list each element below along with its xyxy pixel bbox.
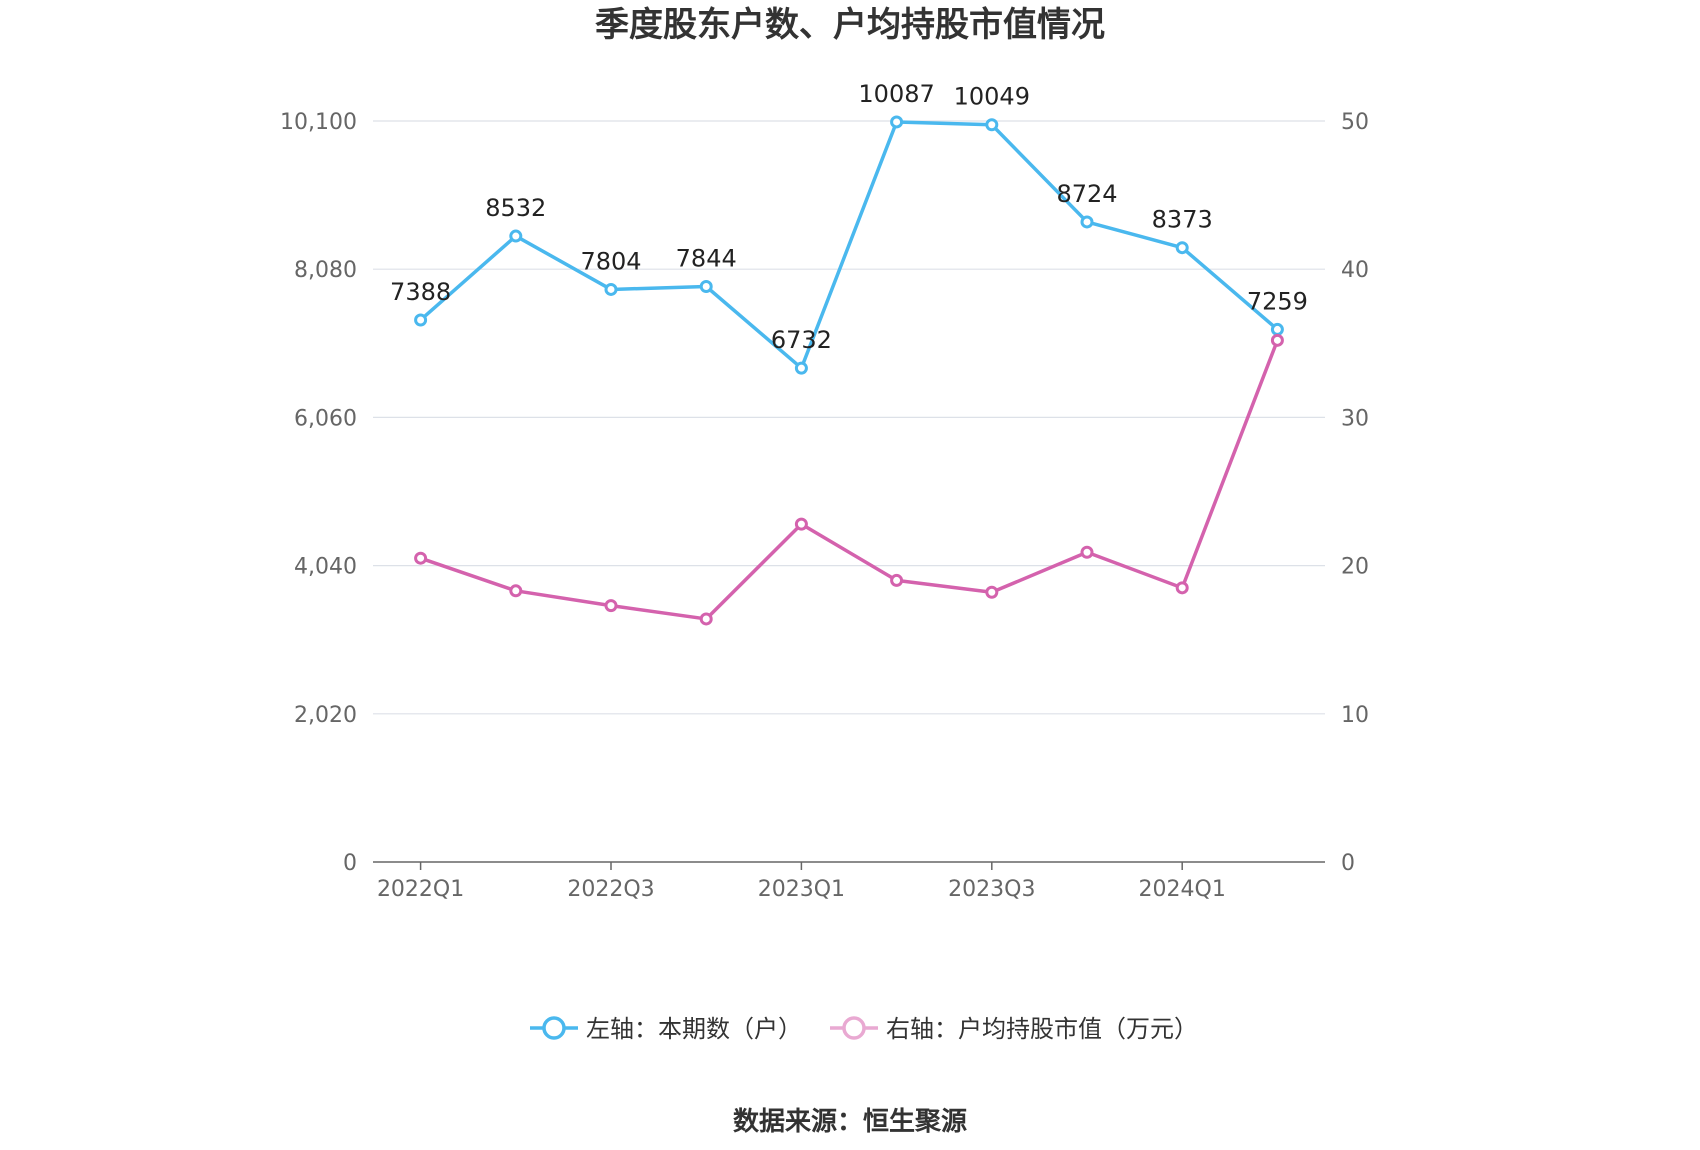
x-axis: 2022Q1 2022Q3 2023Q1 2023Q3 2024Q1 [373, 861, 1325, 902]
x-tick-label: 2023Q3 [948, 877, 1035, 902]
series-point-1[interactable] [414, 551, 428, 565]
series-point-1[interactable] [604, 599, 618, 613]
right-tick-label: 30 [1341, 406, 1369, 431]
legend-item-0[interactable]: 左轴：本期数（户） [530, 1015, 802, 1043]
left-tick-label: 10,100 [280, 110, 357, 135]
data-label: 7259 [1247, 287, 1308, 315]
series-point-1[interactable] [890, 573, 904, 587]
legend-marker [842, 1016, 866, 1040]
data-label: 7388 [390, 278, 451, 306]
right-axis: 0 10 20 30 40 50 [1341, 110, 1369, 876]
x-tick-label: 2023Q1 [758, 877, 845, 902]
data-label: 6732 [771, 326, 832, 354]
series-point-0[interactable] [699, 280, 713, 294]
legend-marker [542, 1016, 566, 1040]
series-point-1[interactable] [699, 612, 713, 626]
right-tick-label: 0 [1341, 851, 1355, 876]
series-point-1[interactable] [509, 584, 523, 598]
chart-title: 季度股东户数、户均持股市值情况 [595, 5, 1105, 45]
left-tick-label: 8,080 [294, 258, 357, 283]
series-point-1[interactable] [1270, 333, 1284, 347]
left-tick-label: 4,040 [294, 555, 357, 580]
series-point-0[interactable] [604, 282, 618, 296]
left-tick-label: 2,020 [294, 703, 357, 728]
legend-item-1[interactable]: 右轴：户均持股市值（万元） [830, 1015, 1198, 1043]
series-point-0[interactable] [1270, 322, 1284, 336]
legend-label: 左轴：本期数（户） [586, 1015, 802, 1043]
series-point-1[interactable] [985, 585, 999, 599]
series-point-0[interactable] [414, 313, 428, 327]
series-point-1[interactable] [1175, 581, 1189, 595]
data-label: 7844 [676, 245, 737, 273]
x-tick-label: 2022Q1 [377, 877, 464, 902]
right-tick-label: 20 [1341, 555, 1369, 580]
data-label: 10049 [954, 83, 1030, 111]
source-note: 数据来源：恒生聚源 [733, 1107, 967, 1137]
right-tick-label: 50 [1341, 110, 1369, 135]
data-label: 8724 [1056, 180, 1117, 208]
left-axis: 0 2,020 4,040 6,060 8,080 10,100 [280, 110, 357, 876]
series-layer: 7388 8532 7804 7844 6732 10087 10049 8724 8373 72… [390, 80, 1308, 626]
series-line-1 [420, 339, 1280, 621]
left-tick-label: 0 [343, 851, 357, 876]
series-point-0[interactable] [890, 115, 904, 129]
series-point-0[interactable] [1175, 241, 1189, 255]
right-tick-label: 10 [1341, 703, 1369, 728]
legend-label: 右轴：户均持股市值（万元） [886, 1015, 1198, 1043]
series-point-0[interactable] [985, 118, 999, 132]
data-label: 10087 [858, 80, 934, 108]
series-point-0[interactable] [509, 229, 523, 243]
data-label: 8373 [1152, 206, 1213, 234]
series-point-1[interactable] [1080, 545, 1094, 559]
series-point-1[interactable] [794, 517, 808, 531]
series-point-0[interactable] [1080, 215, 1094, 229]
series-point-0[interactable] [794, 361, 808, 375]
left-tick-label: 6,060 [294, 406, 357, 431]
x-tick-label: 2022Q3 [567, 877, 654, 902]
series-line-0 [419, 120, 1279, 370]
grid [373, 120, 1325, 715]
data-label: 8532 [485, 194, 546, 222]
legend[interactable]: 左轴：本期数（户） 右轴：户均持股市值（万元） [530, 1015, 1198, 1043]
data-label: 7804 [580, 247, 641, 275]
right-tick-label: 40 [1341, 258, 1369, 283]
x-tick-label: 2024Q1 [1139, 877, 1226, 902]
